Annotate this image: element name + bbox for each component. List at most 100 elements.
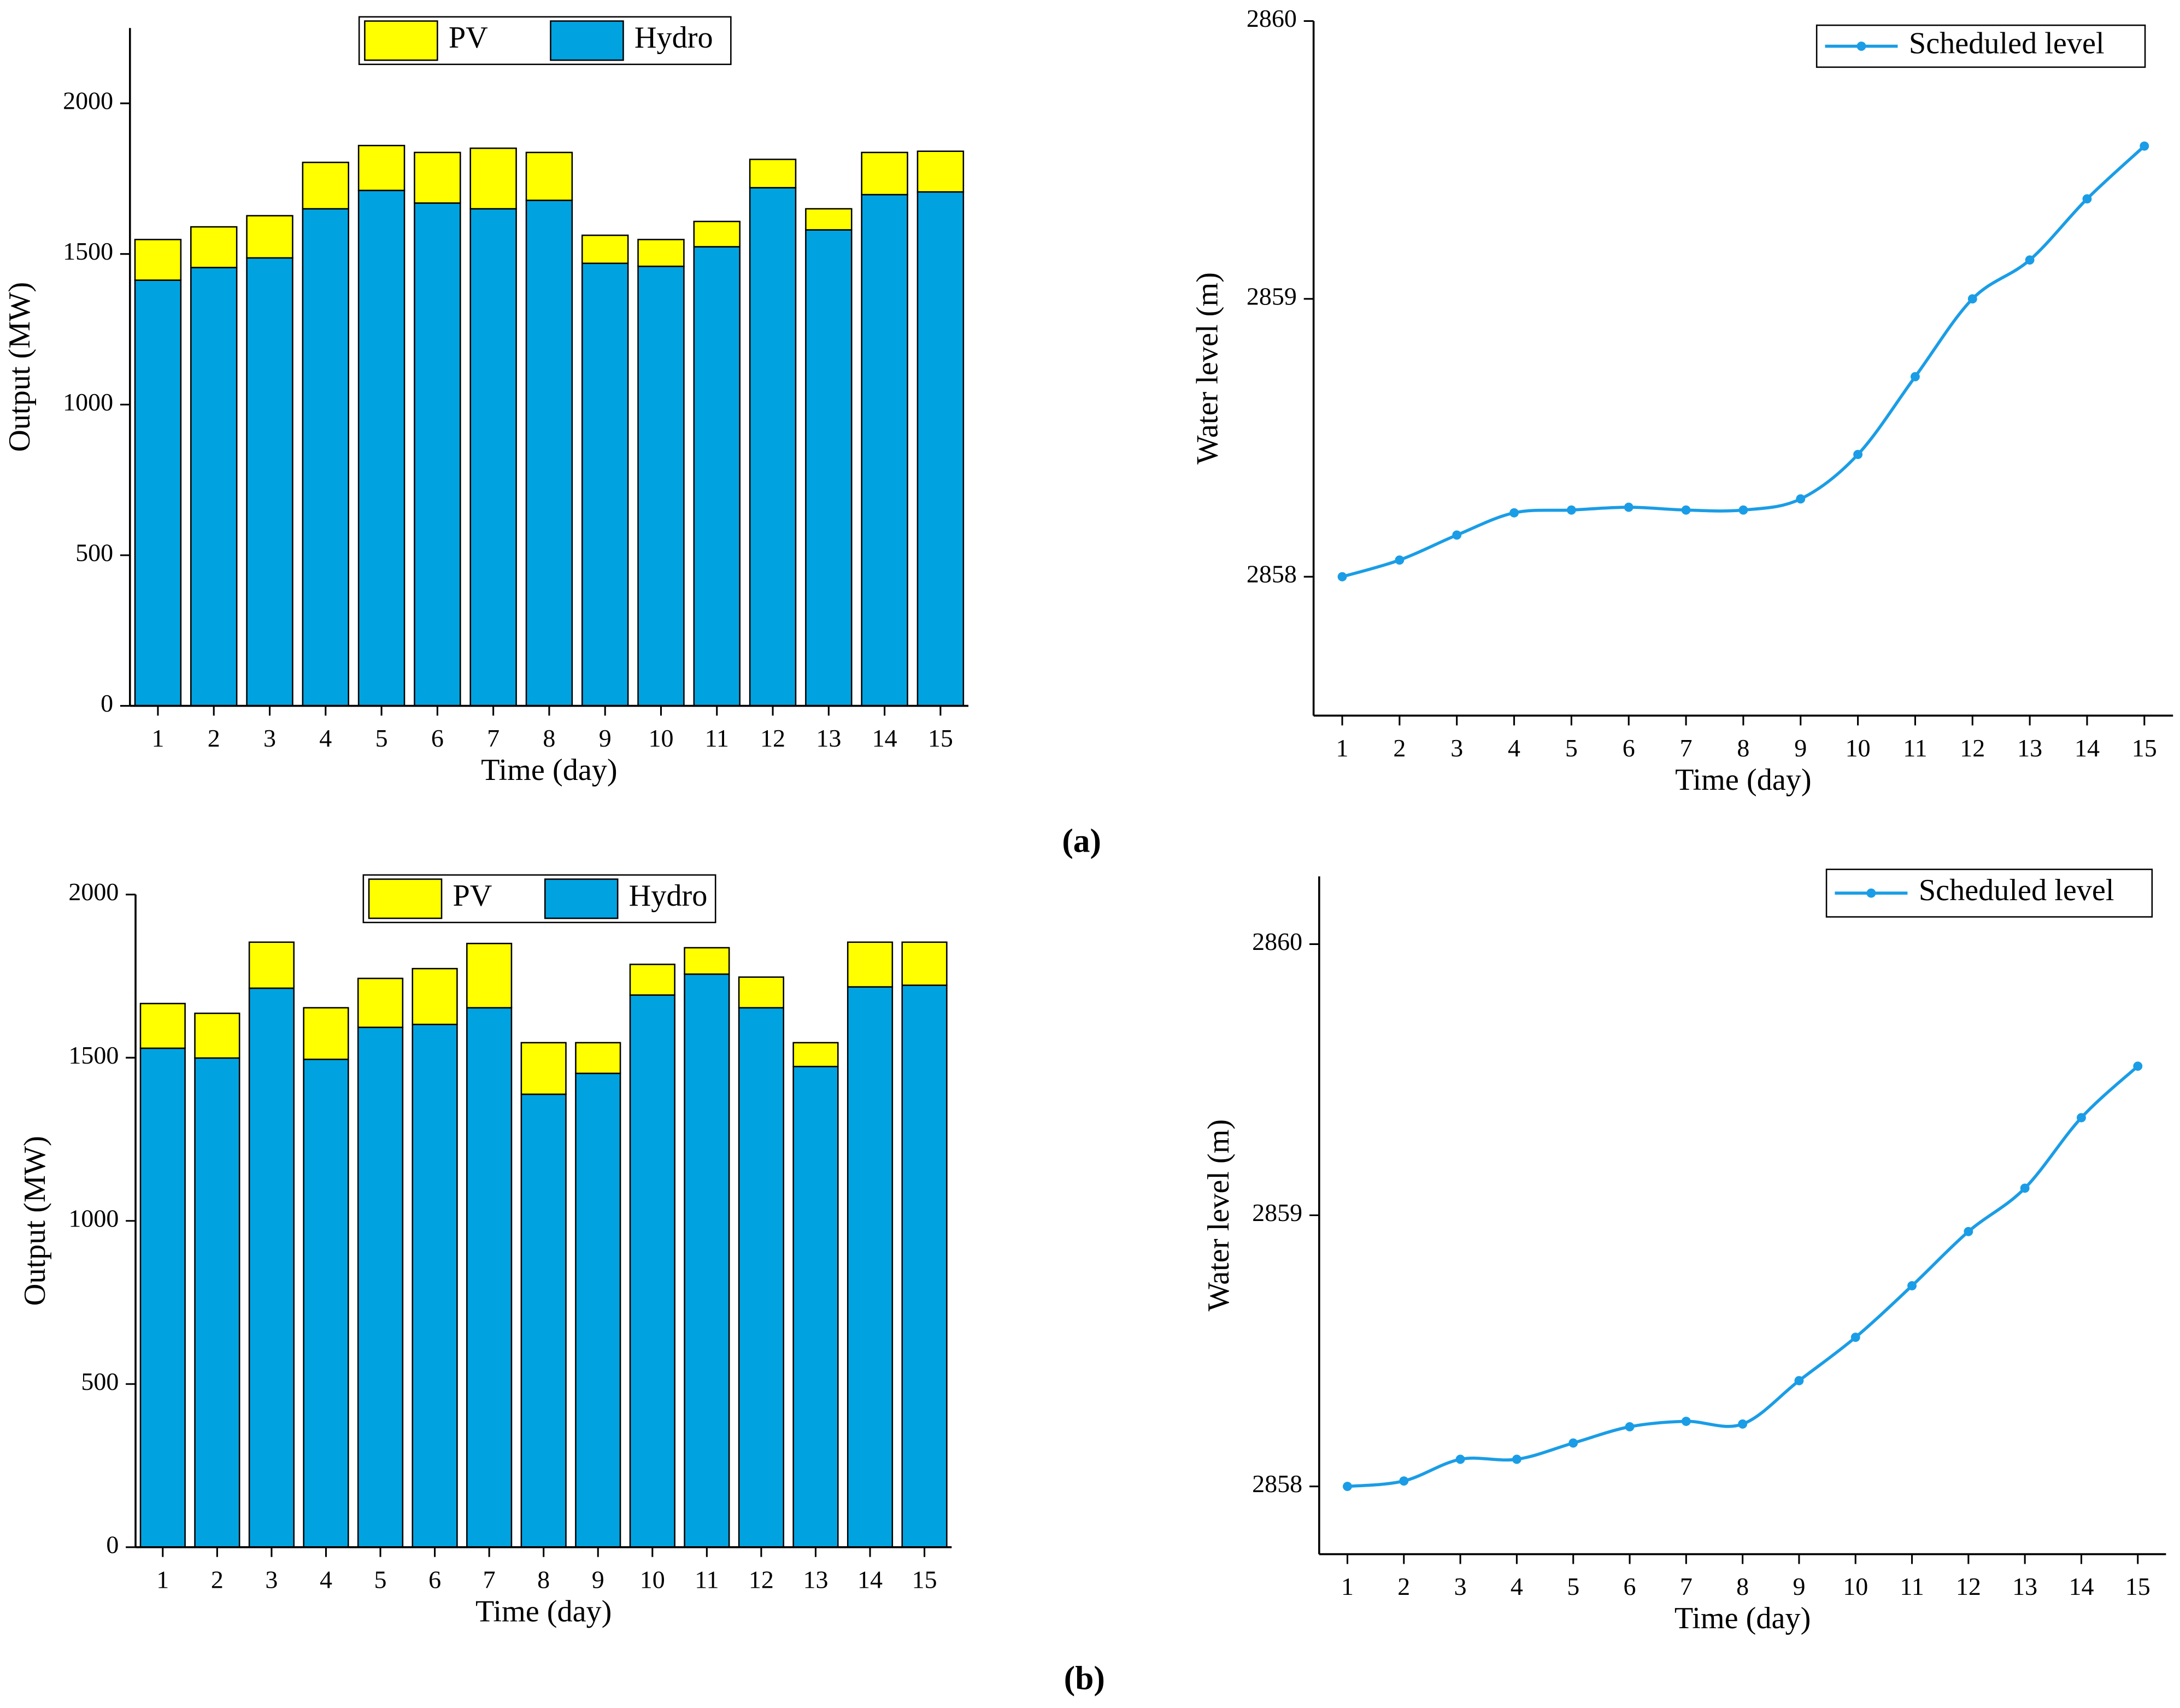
point (1624, 502, 1633, 512)
x-tick-label: 13 (803, 1565, 828, 1593)
x-axis-title: Time (day) (1675, 763, 1811, 797)
x-tick-label: 1 (1341, 1572, 1354, 1600)
bar-segment (749, 159, 797, 189)
y-tick-label: 1000 (68, 1204, 119, 1232)
legend-marker (1856, 42, 1866, 51)
x-tick-label: 1 (156, 1565, 169, 1593)
x-tick-label: 11 (695, 1565, 719, 1593)
bar-segment (466, 942, 513, 1009)
bar-segment (525, 151, 573, 201)
x-tick-label: 15 (2132, 734, 2157, 762)
point (1455, 1454, 1465, 1464)
bar-segment (246, 257, 293, 707)
x-tick-label: 3 (265, 1565, 278, 1593)
bar-segment (637, 238, 685, 267)
bar-segment (302, 208, 350, 707)
x-tick-label: 4 (1511, 1572, 1523, 1600)
bar-segment (134, 279, 182, 707)
bar-segment (190, 226, 238, 268)
point (1566, 505, 1576, 515)
bar-segment (738, 1007, 785, 1548)
y-tick-label: 1500 (68, 1041, 119, 1069)
x-tick-label: 9 (1793, 1572, 1805, 1600)
x-tick-label: 11 (705, 724, 729, 752)
y-tick-label: 2860 (1247, 4, 1297, 32)
point (1343, 1482, 1352, 1492)
bar-segment (525, 199, 573, 707)
x-tick-label: 8 (1736, 1572, 1749, 1600)
x-tick-label: 14 (857, 1565, 883, 1593)
x-tick-label: 10 (1843, 1572, 1868, 1600)
x-tick-label: 10 (640, 1565, 665, 1593)
bar-segment (134, 238, 182, 281)
y-tick-label: 2859 (1247, 282, 1297, 310)
point (1796, 494, 1806, 504)
bar-segment (847, 941, 894, 988)
point (1625, 1422, 1635, 1431)
x-tick-label: 10 (1846, 734, 1871, 762)
point (1850, 1333, 1860, 1342)
point (2077, 1113, 2086, 1123)
bar-segment (749, 187, 797, 707)
bar-segment (693, 220, 741, 248)
bar-segment (637, 265, 685, 707)
bar-segment (357, 1026, 404, 1548)
x-tick-label: 13 (2017, 734, 2042, 762)
point (1911, 372, 1920, 381)
y-tick-label: 0 (101, 689, 113, 717)
line (1347, 1065, 2139, 1488)
x-tick-label: 11 (1903, 734, 1927, 762)
legend-marker (1866, 888, 1876, 898)
point (1907, 1281, 1917, 1290)
bar-segment (792, 1042, 839, 1067)
x-tick-label: 7 (483, 1565, 496, 1593)
x-tick-label: 12 (1960, 734, 1985, 762)
x-tick-label: 4 (320, 1565, 332, 1593)
bar-segment (357, 190, 406, 707)
legend-swatch (550, 20, 624, 61)
x-tick-label: 12 (749, 1565, 774, 1593)
bar-segment (916, 150, 965, 193)
x-tick-label: 14 (872, 724, 897, 752)
x-tick-label: 3 (1450, 734, 1463, 762)
bar-segment (139, 1047, 186, 1548)
bar-segment (246, 215, 293, 259)
point (1568, 1438, 1578, 1448)
y-tick-label: 2858 (1247, 560, 1297, 588)
x-tick-label: 6 (431, 724, 444, 752)
bar-segment (901, 941, 948, 986)
x-tick-label: 4 (1508, 734, 1520, 762)
bar-segment (847, 986, 894, 1548)
bar-segment (248, 987, 295, 1548)
legend-swatch (544, 878, 619, 919)
x-tick-label: 1 (151, 724, 164, 752)
x-tick-label: 11 (1900, 1572, 1924, 1600)
x-tick-label: 14 (2075, 734, 2100, 762)
bar-segment (302, 161, 350, 210)
x-tick-label: 7 (1680, 1572, 1693, 1600)
x-tick-label: 13 (816, 724, 841, 752)
bar-segment (916, 191, 965, 707)
x-tick-label: 8 (1737, 734, 1749, 762)
bar-segment (581, 234, 629, 265)
point (2133, 1061, 2143, 1071)
x-tick-label: 5 (375, 724, 388, 752)
x-tick-label: 10 (648, 724, 673, 752)
point (1964, 1226, 1973, 1236)
bar-segment (861, 193, 908, 707)
bar-segment (190, 267, 238, 707)
bar-segment (684, 947, 730, 975)
point (1337, 572, 1347, 582)
panel-label: (b) (1064, 1659, 1105, 1697)
point (2020, 1183, 2030, 1193)
bar-segment (469, 208, 517, 707)
bar-segment (303, 1007, 349, 1060)
y-axis-title: Output (MW) (3, 282, 37, 452)
point (1967, 294, 1977, 304)
x-tick-label: 8 (537, 1565, 550, 1593)
y-tick-label: 2860 (1252, 928, 1302, 955)
bar-segment (738, 976, 785, 1009)
bar-segment (629, 994, 675, 1548)
panel-label: (a) (1062, 823, 1101, 860)
x-tick-label: 2 (1397, 1572, 1410, 1600)
